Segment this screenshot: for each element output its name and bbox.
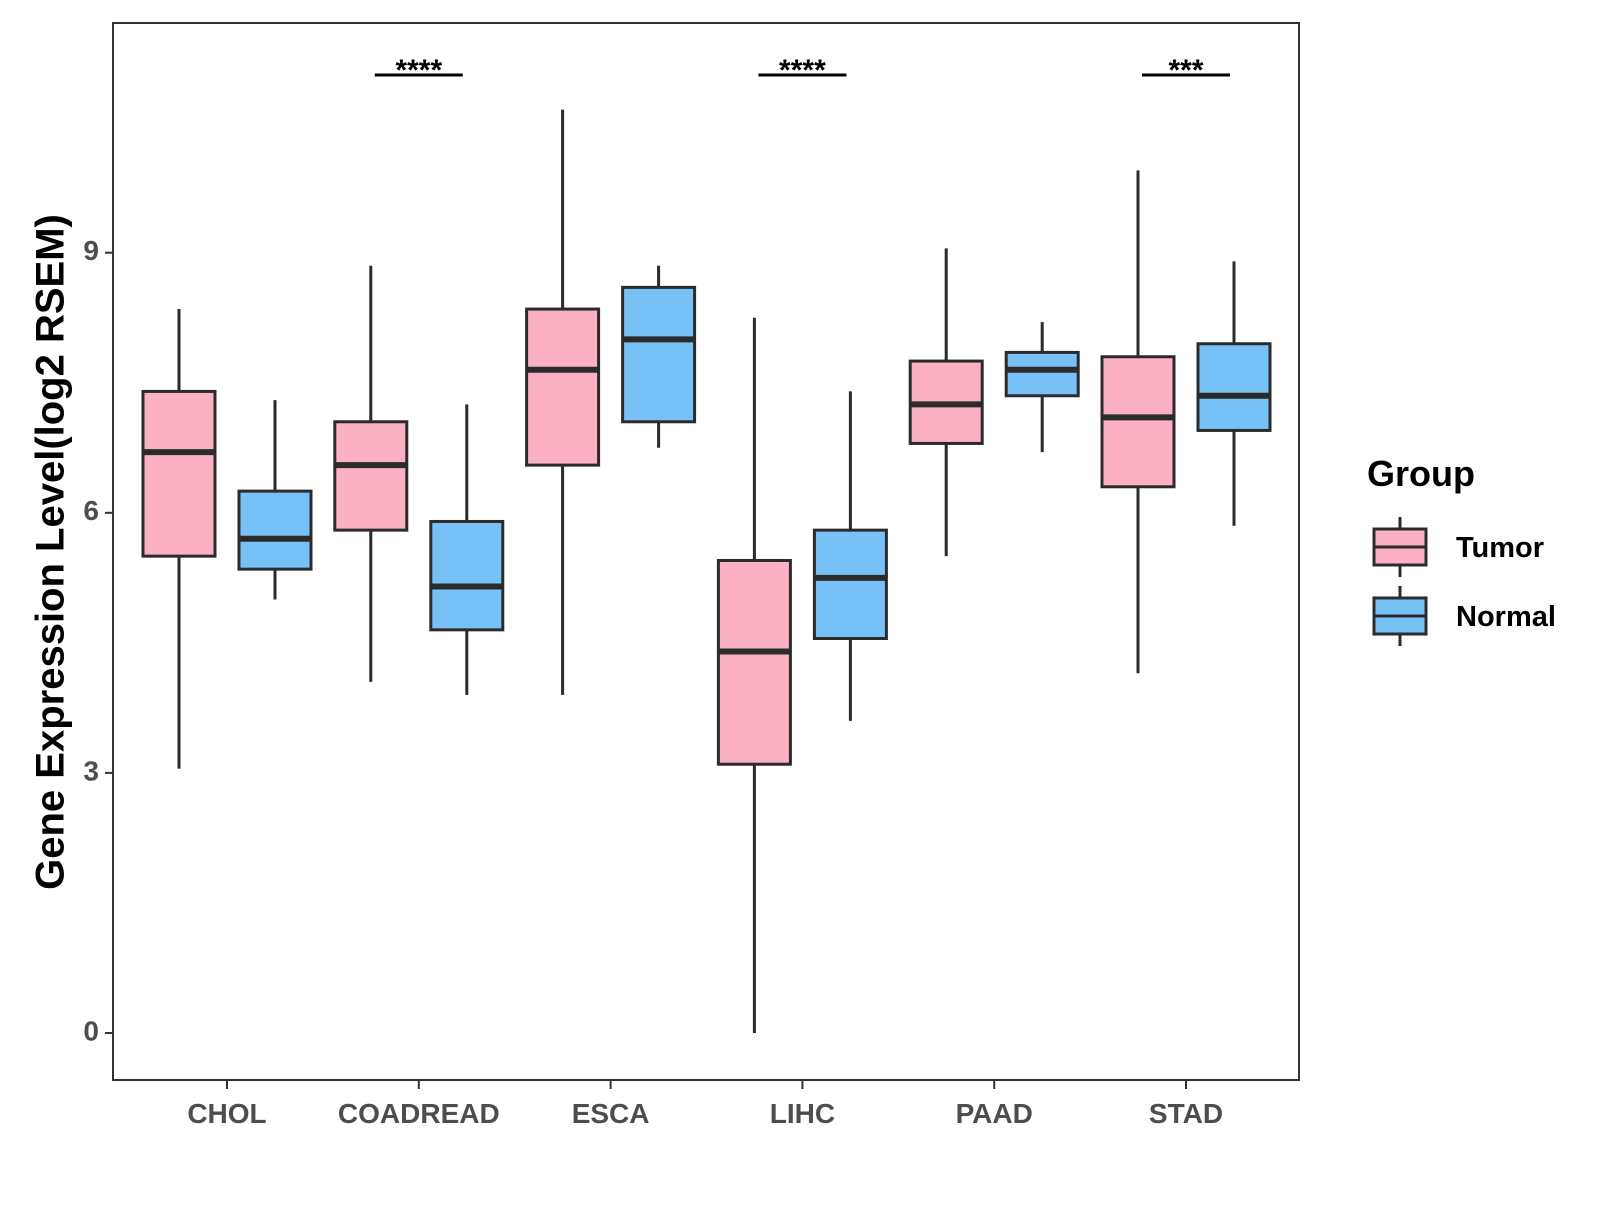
legend-label: Normal [1456, 601, 1556, 633]
iqr-box [141, 389, 217, 558]
significance-label: **** [395, 54, 442, 87]
significance-stad: *** [1142, 54, 1230, 87]
y-axis: 0 3 6 9 [83, 235, 113, 1046]
box-tumor-esca [525, 109, 601, 695]
series-normal [237, 261, 1272, 721]
iqr-box [716, 558, 792, 766]
y-tick-label: 3 [83, 755, 99, 786]
legend-title: Group [1367, 453, 1475, 494]
iqr-box [621, 285, 697, 424]
legend-item-tumor: Tumor [1372, 517, 1544, 577]
legend-label: Tumor [1456, 532, 1544, 564]
iqr-box [429, 519, 505, 632]
y-axis-title: Gene Expression Level(log2 RSEM) [29, 214, 73, 890]
iqr-box [812, 528, 888, 641]
y-tick-label: 6 [83, 495, 99, 526]
x-tick-label-coadread: COADREAD [338, 1098, 500, 1129]
box-normal-chol [237, 400, 313, 600]
x-tick-label-esca: ESCA [572, 1098, 650, 1129]
iqr-box [525, 307, 601, 467]
box-tumor-chol [141, 309, 217, 769]
legend-items: Tumor Normal [1372, 517, 1556, 646]
iqr-box [237, 489, 313, 571]
box-normal-lihc [812, 391, 888, 721]
box-tumor-stad [1100, 170, 1176, 674]
box-tumor-coadread [333, 265, 409, 682]
box-series-group [141, 109, 1272, 1033]
series-tumor [141, 109, 1176, 1033]
significance-lihc: **** [758, 54, 847, 87]
legend: Group Tumor Normal [1367, 453, 1556, 646]
box-normal-esca [621, 265, 697, 448]
iqr-box [333, 420, 409, 532]
x-tick-label-paad: PAAD [956, 1098, 1033, 1129]
y-tick-label: 0 [83, 1015, 99, 1046]
x-axis: CHOL COADREAD ESCA LIHC PAAD STAD [187, 1080, 1223, 1129]
iqr-box [1004, 350, 1080, 398]
y-tick-label: 9 [83, 235, 99, 266]
legend-item-normal: Normal [1372, 586, 1556, 646]
x-tick-label-stad: STAD [1149, 1098, 1223, 1129]
box-tumor-lihc [716, 317, 792, 1033]
box-normal-paad [1004, 322, 1080, 453]
box-tumor-paad [908, 248, 984, 557]
significance-annotations: **** **** *** [374, 54, 1230, 87]
box-normal-coadread [429, 404, 505, 695]
box-normal-stad [1196, 261, 1272, 526]
x-tick-label-lihc: LIHC [770, 1098, 835, 1129]
significance-coadread: **** [374, 54, 463, 87]
x-tick-label-chol: CHOL [187, 1098, 266, 1129]
significance-label: **** [779, 54, 826, 87]
iqr-box [1100, 355, 1176, 489]
iqr-box [1196, 342, 1272, 432]
significance-label: *** [1168, 54, 1203, 87]
